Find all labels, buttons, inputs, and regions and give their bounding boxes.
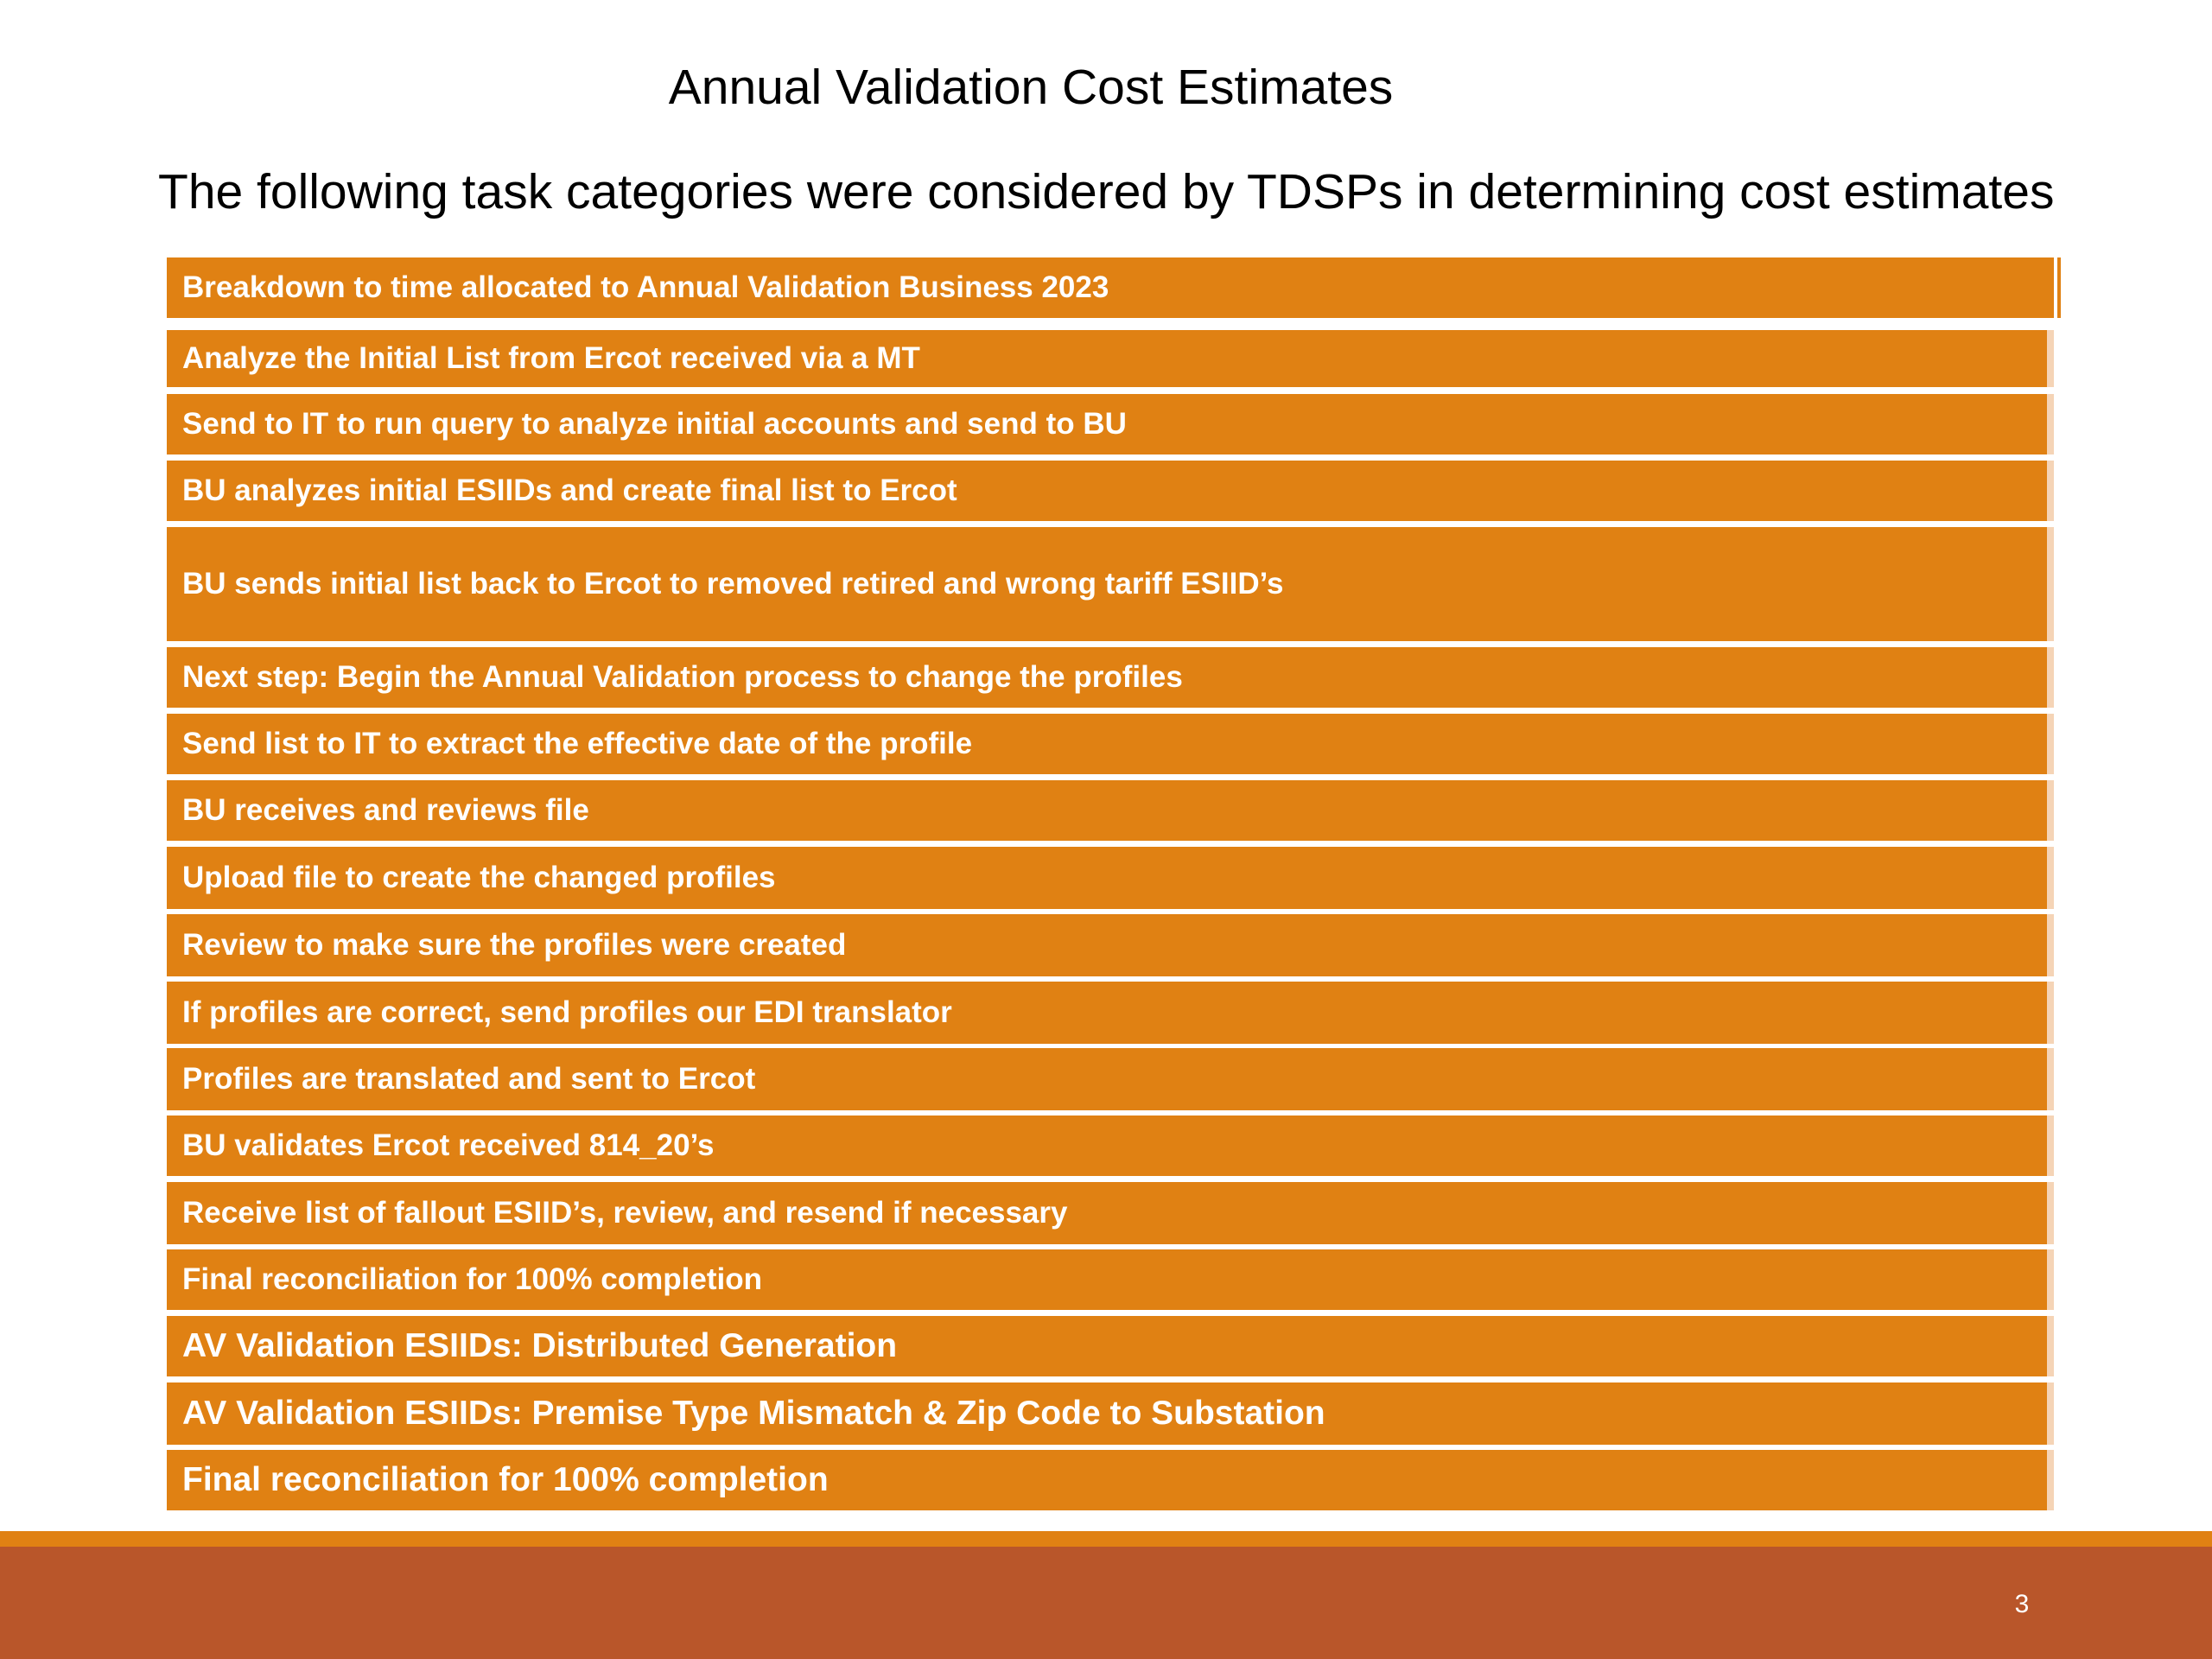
task-row: BU validates Ercot received 814_20’s — [167, 1116, 2054, 1176]
task-row: If profiles are correct, send profiles o… — [167, 982, 2054, 1044]
task-row: AV Validation ESIIDs: Premise Type Misma… — [167, 1382, 2054, 1445]
task-row: Send to IT to run query to analyze initi… — [167, 394, 2054, 454]
task-row: Profiles are translated and sent to Erco… — [167, 1048, 2054, 1110]
task-row: Next step: Begin the Annual Validation p… — [167, 647, 2054, 708]
task-row: BU sends initial list back to Ercot to r… — [167, 527, 2054, 641]
task-row: BU analyzes initial ESIIDs and create fi… — [167, 461, 2054, 521]
task-row: Analyze the Initial List from Ercot rece… — [167, 330, 2054, 387]
task-row: Final reconciliation for 100% completion — [167, 1249, 2054, 1310]
task-row: Receive list of fallout ESIID’s, review,… — [167, 1182, 2054, 1244]
task-row: Send list to IT to extract the effective… — [167, 714, 2054, 774]
page-number: 3 — [2014, 1590, 2030, 1618]
task-row: AV Validation ESIIDs: Distributed Genera… — [167, 1316, 2054, 1376]
task-row: Upload file to create the changed profil… — [167, 847, 2054, 909]
task-row: Review to make sure the profiles were cr… — [167, 914, 2054, 976]
slide-subtitle: The following task categories were consi… — [158, 164, 2055, 219]
task-table-header: Breakdown to time allocated to Annual Va… — [167, 257, 2054, 318]
task-row: Final reconciliation for 100% completion — [167, 1450, 2054, 1510]
slide-title: Annual Validation Cost Estimates — [668, 60, 1394, 115]
task-row: BU receives and reviews file — [167, 780, 2054, 841]
footer-accent-line — [0, 1531, 2212, 1547]
footer-band — [0, 1547, 2212, 1659]
